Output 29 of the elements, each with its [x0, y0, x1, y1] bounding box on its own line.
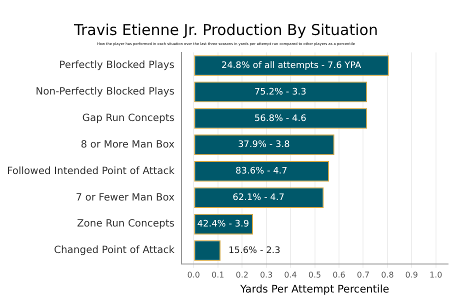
x-tick-label: 0.8 — [381, 270, 394, 280]
x-tick-label: 0.6 — [332, 270, 346, 280]
annotation: 83.6% - 4.7 — [236, 166, 288, 177]
x-tick-label: 0.1 — [211, 270, 224, 280]
y-tick-label: 7 or Fewer Man Box — [76, 192, 175, 204]
y-tick-label: 8 or More Man Box — [80, 139, 175, 150]
annotation: 62.1% - 4.7 — [232, 193, 284, 204]
annotation: 42.4% - 3.9 — [197, 219, 250, 230]
x-tick-label: 0.2 — [236, 270, 248, 280]
y-tick-label: Gap Run Concepts — [82, 113, 175, 124]
x-tick-label: 0.4 — [284, 270, 297, 280]
x-tick-label: 0.0 — [187, 270, 200, 280]
x-tick-label: 1.0 — [430, 270, 442, 280]
annotation: 56.8% - 4.6 — [254, 114, 307, 124]
y-tick-label: Changed Point of Attack — [54, 245, 175, 256]
x-axis-title: Yards Per Attempt Percentile — [239, 283, 390, 296]
x-tick-label: 0.5 — [308, 270, 322, 280]
x-tick-label: 0.9 — [405, 270, 418, 280]
x-tick-label: 0.7 — [356, 270, 370, 280]
annotation: 24.8% of all attempts - 7.6 YPA — [221, 60, 362, 71]
y-tick-label: Non-Perfectly Blocked Plays — [36, 86, 175, 98]
chart-title: Travis Etienne Jr. Production By Situation — [73, 20, 378, 39]
x-tick-label: 0.3 — [260, 270, 273, 280]
annotation: 75.2% - 3.3 — [254, 87, 306, 98]
annotation: 37.9% - 3.8 — [238, 140, 290, 150]
y-tick-label: Zone Run Concepts — [76, 218, 175, 230]
y-tick-label: Perfectly Blocked Plays — [59, 60, 175, 72]
annotation: 15.6% - 2.3 — [228, 246, 280, 256]
y-tick-label: Followed Intended Point of Attack — [6, 166, 175, 177]
